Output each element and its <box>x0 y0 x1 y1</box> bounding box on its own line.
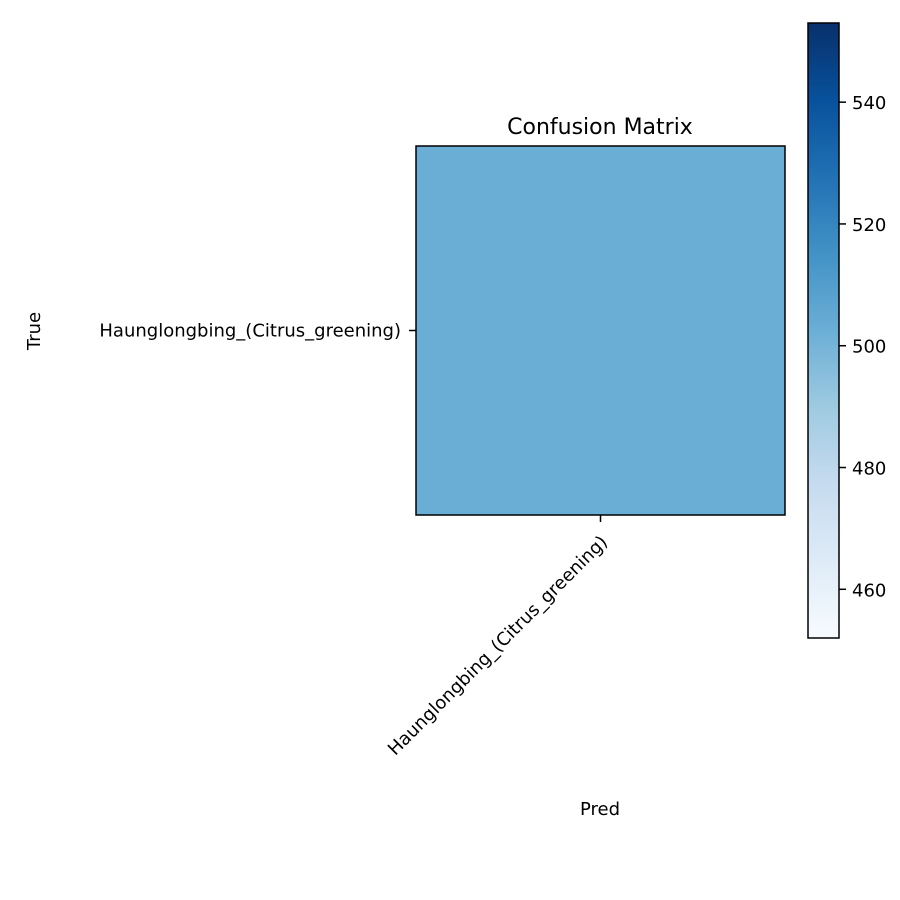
colorbar-tick-label: 480 <box>852 459 886 480</box>
x-axis-label: Pred <box>580 799 620 820</box>
y-axis-ticks: Haunglongbing_(Citrus_greening) <box>99 321 416 342</box>
chart-title: Confusion Matrix <box>507 115 693 140</box>
x-axis-ticks: Haunglongbing_(Citrus_greening) <box>384 515 612 760</box>
x-tick-label: Haunglongbing_(Citrus_greening) <box>384 532 612 760</box>
colorbar-tick-label: 540 <box>852 93 886 114</box>
heatmap-cells <box>416 146 785 515</box>
y-axis-label: True <box>24 312 45 351</box>
colorbar-tick-label: 460 <box>852 580 886 601</box>
colorbar-tick-label: 500 <box>852 337 886 358</box>
colorbar-ticks: 460 480 500 520 540 <box>839 93 886 601</box>
heatmap-cell <box>416 146 785 515</box>
colorbar-tick-label: 520 <box>852 215 886 236</box>
colorbar <box>807 22 840 639</box>
y-tick-label: Haunglongbing_(Citrus_greening) <box>99 321 401 342</box>
